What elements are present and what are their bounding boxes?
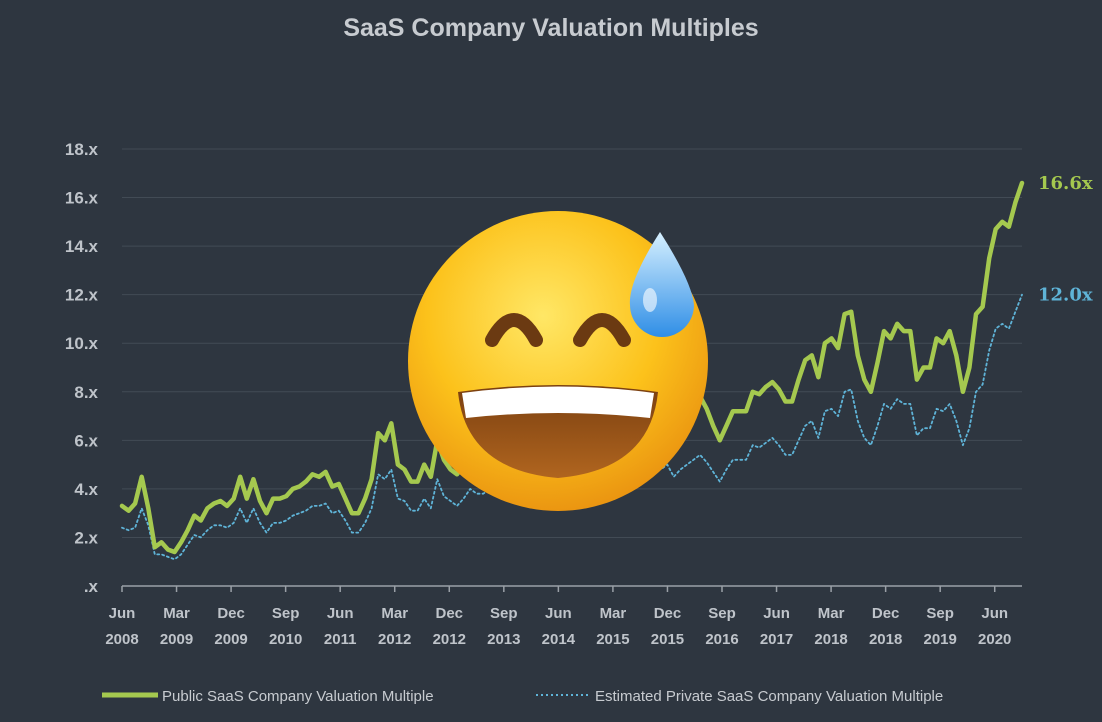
x-tick-month: Jun <box>763 605 790 622</box>
x-tick-month: Mar <box>381 605 408 622</box>
x-axis: Jun 2008 Mar 2009 Dec 2009 Sep 2010 Jun 2011 Mar 20… <box>105 585 1022 648</box>
x-tick-month: Dec <box>654 605 682 622</box>
x-tick-month: Dec <box>217 605 245 622</box>
x-tick-year: 2011 <box>324 631 357 648</box>
x-tick-year: 2009 <box>160 631 193 648</box>
x-tick-year: 2008 <box>105 631 138 648</box>
x-tick-month: Sep <box>490 605 518 622</box>
y-tick-label: .x <box>84 577 99 596</box>
y-tick-label: 2.x <box>74 528 98 547</box>
legend: Public SaaS Company Valuation Multiple E… <box>102 688 943 705</box>
chart-title: SaaS Company Valuation Multiples <box>343 14 758 42</box>
legend-label-private: Estimated Private SaaS Company Valuation… <box>595 688 943 705</box>
y-tick-label: 6.x <box>74 431 98 450</box>
public-end-label: 16.6x <box>1038 173 1093 194</box>
y-tick-label: 4.x <box>74 480 98 499</box>
private-end-label: 12.0x <box>1038 285 1093 306</box>
x-tick-year: 2012 <box>378 631 411 648</box>
x-tick-month: Jun <box>545 605 572 622</box>
grinning-face-with-sweat-icon <box>408 211 708 511</box>
x-tick-month: Mar <box>600 605 627 622</box>
legend-label-public: Public SaaS Company Valuation Multiple <box>162 688 434 705</box>
x-tick-month: Mar <box>163 605 190 622</box>
x-tick-year: 2020 <box>978 631 1011 648</box>
x-tick-year: 2015 <box>596 631 629 648</box>
x-tick-year: 2018 <box>869 631 902 648</box>
y-tick-label: 14.x <box>65 237 99 256</box>
x-tick-year: 2013 <box>487 631 520 648</box>
y-axis-ticks: .x 2.x 4.x 6.x 8.x 10.x 12.x 14.x 16.x 18.x <box>65 140 99 596</box>
x-tick-year: 2009 <box>214 631 247 648</box>
y-tick-label: 8.x <box>74 383 98 402</box>
x-tick-month: Dec <box>436 605 464 622</box>
x-tick-month: Jun <box>109 605 136 622</box>
x-tick-year: 2016 <box>705 631 738 648</box>
x-tick-month: Mar <box>818 605 845 622</box>
x-tick-month: Dec <box>872 605 900 622</box>
y-tick-label: 10.x <box>65 334 99 353</box>
x-tick-month: Sep <box>272 605 300 622</box>
x-tick-month: Jun <box>327 605 354 622</box>
x-tick-month: Jun <box>981 605 1008 622</box>
x-tick-month: Sep <box>926 605 954 622</box>
x-tick-year: 2014 <box>542 631 576 648</box>
x-tick-month: Sep <box>708 605 736 622</box>
y-tick-label: 12.x <box>65 286 99 305</box>
x-tick-year: 2017 <box>760 631 793 648</box>
x-tick-year: 2019 <box>923 631 956 648</box>
x-tick-year: 2012 <box>433 631 466 648</box>
x-tick-year: 2018 <box>814 631 847 648</box>
x-tick-year: 2015 <box>651 631 684 648</box>
end-labels: 12.0x 16.6x <box>1038 173 1093 306</box>
x-tick-year: 2010 <box>269 631 302 648</box>
y-tick-label: 18.x <box>65 140 99 159</box>
y-tick-label: 16.x <box>65 189 99 208</box>
